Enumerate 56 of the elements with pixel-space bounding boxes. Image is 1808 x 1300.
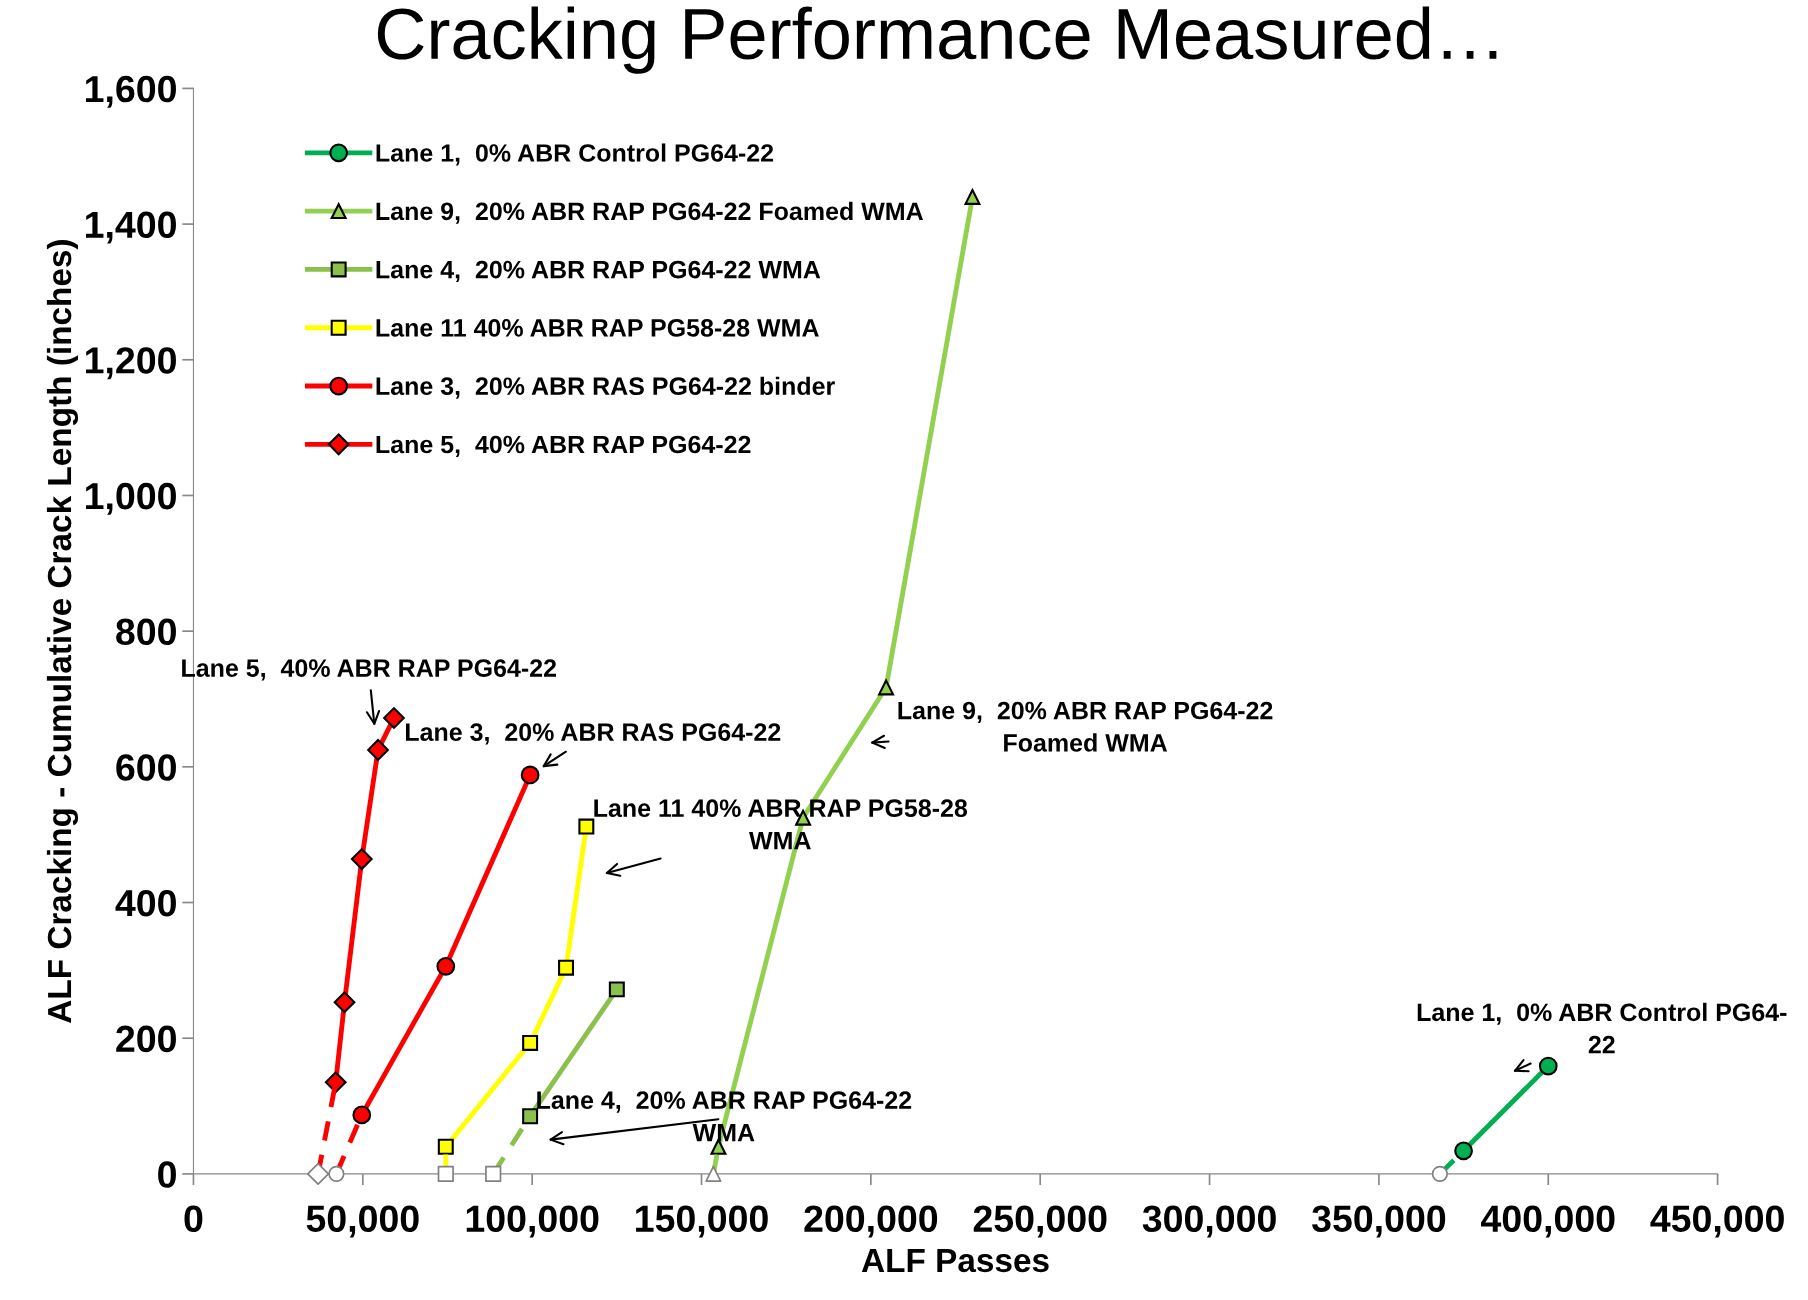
y-axis-title: ALF Cracking - Cumulative Crack Length (inches) [46,240,79,1023]
legend-label: Lane 5, 40% ABR RAP PG64-22 [376,435,751,457]
x-tick-label: 450,000 [1650,1205,1784,1238]
y-tick-label: 200 [116,1025,176,1053]
point [383,707,405,729]
point [324,1071,347,1094]
legend-label: Lane 9, 20% ABR RAP PG64-22 Foamed WMA [376,201,923,224]
legend-label: Lane 1, 0% ABR Control PG64-22 [376,143,774,166]
point [367,739,389,761]
y-tick-label: 800 [116,618,176,646]
x-axis-title: ALF Passes [861,1248,1049,1273]
annotation: Lane 3, 20% ABR RAS PG64-22 [405,723,781,745]
point [333,991,356,1014]
y-tick-label: 1,600 [86,75,176,108]
point [522,1034,539,1051]
x-tick-label: 150,000 [636,1205,768,1238]
point [352,1105,372,1125]
point [485,1165,502,1183]
y-tick-label: 0 [158,1161,176,1188]
x-tick-label: 50,000 [306,1205,419,1238]
point [436,956,456,976]
point [558,959,575,976]
y-tick-label: 1,000 [86,482,176,515]
point [964,188,981,205]
point [328,1165,345,1183]
y-tick-label: 600 [116,754,176,781]
x-tick-label: 0 [184,1205,203,1232]
point [350,848,373,870]
point [1454,1141,1473,1161]
x-tick-label: 250,000 [973,1205,1107,1238]
x-tick-label: 400,000 [1481,1205,1615,1238]
legend-label: Lane 11 40% ABR RAP PG58-28 WMA [376,319,819,337]
x-tick-label: 350,000 [1311,1205,1446,1238]
y-tick-label: 1,400 [86,211,176,244]
annotation: Lane 1, 0% ABR Control PG64- 22 [1417,1002,1787,1054]
annotation: Lane 9, 20% ABR RAP PG64-22 Foamed WMA [898,701,1273,752]
point [608,981,625,998]
y-tick-label: 400 [115,889,176,917]
legend-label: Lane 4, 20% ABR RAP PG64-22 WMA [376,260,821,283]
legend-label: Lane 3, 20% ABR RAS PG64-22 binder [376,376,835,399]
point [520,765,540,785]
point [306,1162,330,1186]
x-tick-label: 200,000 [804,1205,938,1238]
chart-title: Cracking Performance Measured… [377,6,1497,74]
point [578,818,595,835]
y-tick-label: 1,200 [86,347,176,380]
x-tick-label: 300,000 [1142,1205,1276,1238]
point [1538,1056,1558,1076]
point [437,1138,454,1155]
annotation: Lane 5, 40% ABR RAP PG64-22 [182,659,557,681]
point [522,1108,539,1125]
point [705,1165,722,1183]
point [878,679,895,696]
point [437,1165,454,1183]
x-tick-label: 100,000 [466,1205,599,1238]
point [1431,1165,1448,1183]
